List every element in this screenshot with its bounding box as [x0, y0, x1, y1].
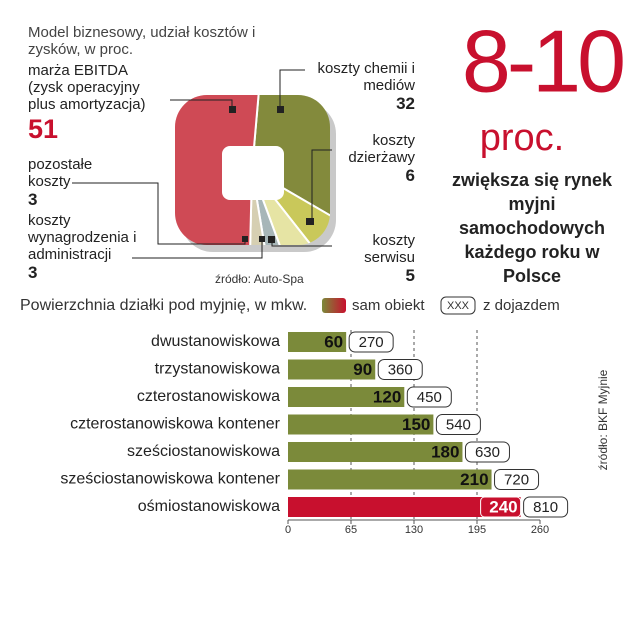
- x-tick-label: 0: [285, 524, 291, 536]
- dojazd-label: 360: [388, 361, 413, 378]
- x-tick-label: 260: [531, 524, 549, 536]
- bar: [288, 387, 405, 407]
- x-tick-label: 195: [468, 524, 486, 536]
- callout-unit: proc.: [480, 117, 564, 159]
- markers: [229, 106, 314, 243]
- pie-label-value: 3: [28, 263, 38, 282]
- value-label: 150: [402, 415, 430, 434]
- dojazd-box: [348, 331, 394, 353]
- y-tick-label: trzystanowiskowa: [155, 361, 280, 378]
- dojazd-box: [464, 441, 510, 463]
- value-label: 60: [324, 332, 343, 351]
- dojazd-label: 540: [446, 416, 471, 433]
- dojazd-box: [523, 496, 569, 518]
- value-label: 120: [373, 387, 401, 406]
- pie-label-value: 51: [28, 114, 59, 144]
- legend-label: sam obiekt: [352, 297, 425, 314]
- bar-title: Powierzchnia działki pod myjnię, w mkw.: [20, 297, 307, 314]
- legend-sample: XXX: [447, 300, 470, 312]
- pie-label-value: 3: [28, 190, 38, 209]
- bar: [288, 442, 463, 462]
- pie-slice: [251, 169, 330, 245]
- pie-slice: [175, 95, 268, 245]
- x-tick-label: 130: [405, 524, 423, 536]
- dojazd-label: 630: [475, 444, 500, 461]
- pie-label-name: koszty chemii i mediów: [317, 60, 415, 94]
- y-tick-label: sześciostanowiskowa: [127, 443, 280, 460]
- bar-source: źródło: BKF Myjnie: [596, 369, 610, 470]
- hole: [222, 146, 284, 200]
- dojazd-label: 450: [417, 389, 442, 406]
- dojazd-label: 810: [533, 499, 558, 516]
- value-label: 180: [431, 442, 459, 461]
- pie-label-name: koszty wynagrodzenia i administracji: [28, 212, 137, 263]
- pie-label: koszty wynagrodzenia i administracji 3: [28, 212, 158, 283]
- pie: [175, 95, 330, 245]
- dojazd-box: [377, 359, 423, 380]
- bar: [288, 414, 434, 435]
- pie-label-value: 32: [396, 94, 415, 113]
- value-label: 90: [353, 360, 372, 379]
- pie-source: źródło: Auto-Spa: [215, 272, 304, 286]
- y-tick-label: ośmiostanowiskowa: [138, 498, 280, 515]
- pie-label: koszty chemii i mediów 32: [300, 60, 415, 114]
- pie-label-name: koszty dzierżawy: [348, 132, 415, 166]
- value-label-box: [480, 496, 522, 518]
- pie-label: koszty dzierżawy 6: [330, 132, 415, 186]
- x-tick-label: 65: [345, 524, 357, 536]
- pie-label-name: marża EBITDA (zysk operacyjny plus amort…: [28, 62, 146, 113]
- dojazd-box: [435, 414, 481, 435]
- pie-label-value: 6: [405, 166, 415, 185]
- dojazd-box: [406, 386, 452, 408]
- callout-text: zwiększa się rynek myjni samochodowych k…: [451, 170, 613, 286]
- bar: [288, 359, 376, 380]
- pie-label-value: 5: [405, 266, 415, 285]
- pie-slice: [251, 169, 330, 245]
- y-tick-label: sześciostanowiskowa kontener: [60, 471, 280, 488]
- pie-label: marża EBITDA (zysk operacyjny plus amort…: [28, 62, 156, 145]
- pie-label-name: pozostałe koszty: [28, 156, 93, 190]
- pie-slice: [250, 95, 330, 245]
- pie-title: Model biznesowy, udział kosztów i zysków…: [28, 24, 256, 58]
- leaders: [72, 69, 332, 259]
- pie-slice: [251, 169, 309, 245]
- y-tick-label: czterostanowiskowa: [137, 388, 280, 405]
- pie-label: pozostałe koszty 3: [28, 156, 108, 210]
- pie-label: koszty serwisu 5: [330, 232, 415, 286]
- value-label: 210: [460, 470, 488, 489]
- dojazd-label: 720: [504, 471, 529, 488]
- pie-slice: [247, 169, 280, 245]
- bar: [288, 332, 347, 352]
- legend-swatch: [322, 298, 346, 313]
- legend-swatch: [440, 296, 476, 315]
- bar: [288, 497, 521, 517]
- value-label: 240: [489, 497, 517, 516]
- callout-number: 8-10: [462, 11, 623, 110]
- pie-label-name: koszty serwisu: [364, 232, 415, 266]
- bar: [288, 469, 492, 490]
- dojazd-box: [494, 469, 540, 490]
- legend-label: z dojazdem: [483, 297, 560, 314]
- y-tick-label: czterostanowiskowa kontener: [70, 416, 281, 433]
- y-tick-label: dwustanowiskowa: [151, 333, 280, 350]
- dojazd-label: 270: [359, 334, 384, 351]
